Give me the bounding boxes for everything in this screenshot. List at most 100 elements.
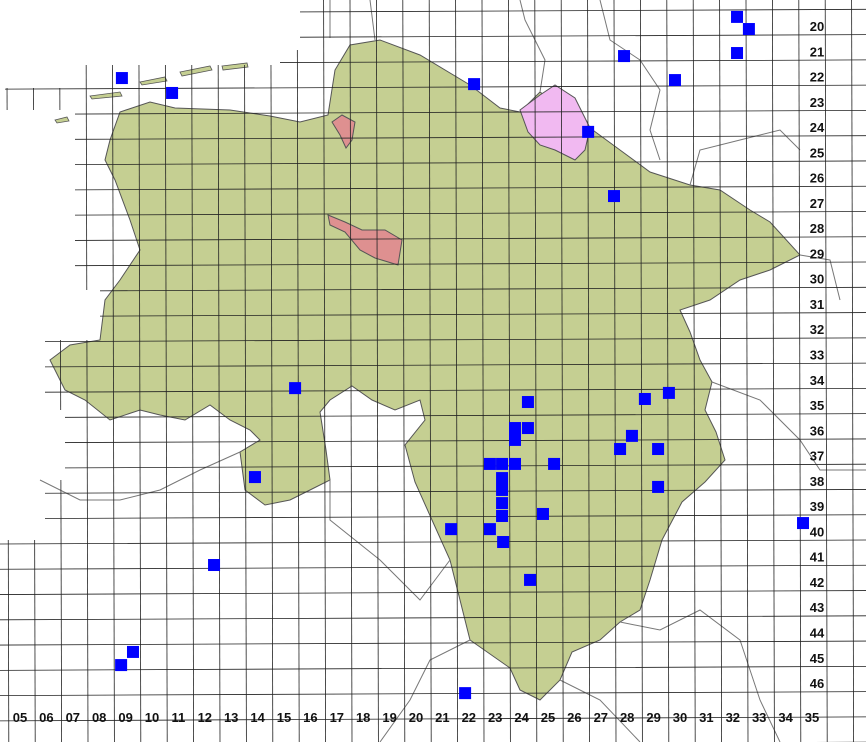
grid-column-line xyxy=(138,0,142,742)
occurrence-marker xyxy=(289,382,302,395)
grid-column-line xyxy=(191,0,195,742)
occurrence-marker xyxy=(483,457,496,470)
row-label: 21 xyxy=(810,44,824,59)
grid-column-line xyxy=(560,0,564,742)
row-label: 36 xyxy=(810,423,824,438)
grid-column-line xyxy=(666,0,670,742)
column-label: 31 xyxy=(699,710,713,725)
row-label: 38 xyxy=(810,474,824,489)
column-label: 33 xyxy=(752,710,766,725)
occurrence-marker xyxy=(445,523,458,536)
grid-row-line xyxy=(0,691,866,697)
row-label: 44 xyxy=(810,625,825,640)
row-label: 31 xyxy=(810,297,824,312)
grid-row-line xyxy=(0,236,866,242)
row-label: 28 xyxy=(810,221,824,236)
grid-column-line xyxy=(6,0,10,742)
column-label: 07 xyxy=(66,710,80,725)
grid-row-line xyxy=(0,135,866,141)
row-label: 34 xyxy=(810,373,825,388)
occurrence-marker xyxy=(582,125,595,138)
column-label: 16 xyxy=(303,710,317,725)
column-label: 32 xyxy=(726,710,740,725)
occurrence-marker xyxy=(536,507,549,520)
column-label: 21 xyxy=(435,710,449,725)
column-label: 35 xyxy=(805,710,819,725)
grid-row-line xyxy=(0,337,866,343)
grid-column-line xyxy=(851,0,854,742)
column-label: 24 xyxy=(514,710,529,725)
grid-row-line xyxy=(0,438,866,444)
column-label: 27 xyxy=(594,710,608,725)
grid-column-line xyxy=(745,0,749,742)
grid-row-line xyxy=(0,261,866,267)
grid-row-line xyxy=(0,34,866,39)
occurrence-marker xyxy=(497,536,510,549)
grid-column-line xyxy=(481,0,485,742)
grid-row-line xyxy=(0,716,866,722)
grid-row-line xyxy=(0,362,866,368)
grid-row-line xyxy=(0,514,866,520)
grid-column-line xyxy=(164,0,168,742)
grid-column-line xyxy=(798,0,802,742)
grid-row-line xyxy=(0,665,866,671)
hamburg-area xyxy=(519,84,591,161)
column-label: 20 xyxy=(409,710,423,725)
row-label: 25 xyxy=(810,145,824,160)
row-label: 26 xyxy=(810,171,824,186)
grid-row-line xyxy=(0,489,866,494)
grid-row-line xyxy=(0,110,866,115)
column-label: 29 xyxy=(646,710,660,725)
grid-row-line xyxy=(0,160,866,166)
column-label: 13 xyxy=(224,710,238,725)
occurrence-marker xyxy=(115,659,128,672)
grid-row-line xyxy=(0,286,866,292)
grid-row-line xyxy=(0,413,866,419)
occurrence-marker xyxy=(115,72,128,85)
row-label: 35 xyxy=(810,398,824,413)
row-label: 43 xyxy=(810,600,824,615)
occurrence-marker xyxy=(521,396,534,409)
grid-row-line xyxy=(0,463,866,469)
grid-row-line xyxy=(0,185,866,191)
column-label: 22 xyxy=(462,710,476,725)
row-label: 41 xyxy=(810,550,824,565)
row-label: 20 xyxy=(810,19,824,34)
occurrence-marker xyxy=(459,687,472,700)
occurrence-marker xyxy=(208,559,221,572)
grid-row-line xyxy=(0,615,866,621)
column-label: 15 xyxy=(277,710,291,725)
column-label: 10 xyxy=(145,710,159,725)
column-label: 26 xyxy=(567,710,581,725)
grid-column-line xyxy=(719,0,722,742)
row-label: 24 xyxy=(810,120,825,135)
grid-column-line xyxy=(428,0,432,742)
column-label: 19 xyxy=(382,710,396,725)
occurrence-marker xyxy=(126,645,139,658)
occurrence-marker xyxy=(548,457,561,470)
occurrence-marker xyxy=(618,50,631,63)
grid-row-line xyxy=(0,211,866,216)
occurrence-marker xyxy=(652,443,665,456)
grid-labels: 05 06 07 08 09 10 11 12 13 14 15 16 17 18 19 20 21 22 23 24… xyxy=(13,19,825,725)
column-label: 06 xyxy=(39,710,53,725)
row-label: 32 xyxy=(810,322,824,337)
occurrence-marker xyxy=(652,480,665,493)
bremerhaven-area xyxy=(331,114,356,149)
grid-column-line xyxy=(692,0,696,742)
row-label: 23 xyxy=(810,95,824,110)
column-label: 12 xyxy=(198,710,212,725)
grid-column-line xyxy=(32,0,36,742)
row-label: 46 xyxy=(810,676,824,691)
grid-column-line xyxy=(613,0,617,742)
column-label: 34 xyxy=(778,710,793,725)
occurrence-marker xyxy=(668,74,681,87)
occurrence-marker xyxy=(608,190,620,203)
grid-row-line xyxy=(0,312,866,317)
column-label: 23 xyxy=(488,710,502,725)
grid-column-line xyxy=(534,0,538,742)
occurrence-marker xyxy=(496,472,509,485)
occurrence-marker xyxy=(483,523,496,536)
row-label: 22 xyxy=(810,70,824,85)
